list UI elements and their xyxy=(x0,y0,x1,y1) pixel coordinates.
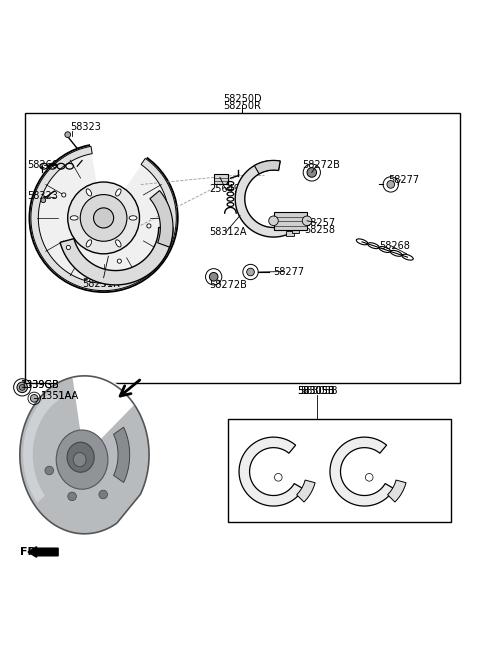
Circle shape xyxy=(17,382,27,392)
Polygon shape xyxy=(297,480,315,502)
Circle shape xyxy=(68,492,76,501)
Polygon shape xyxy=(114,427,130,482)
Polygon shape xyxy=(60,228,173,285)
Text: 58323: 58323 xyxy=(70,122,101,132)
Circle shape xyxy=(269,216,278,226)
Circle shape xyxy=(99,490,108,499)
Text: 1339GB: 1339GB xyxy=(21,380,60,390)
Bar xyxy=(228,419,451,522)
Ellipse shape xyxy=(56,430,108,489)
Ellipse shape xyxy=(73,453,86,466)
Circle shape xyxy=(117,259,121,263)
Polygon shape xyxy=(31,146,176,291)
Polygon shape xyxy=(254,161,280,174)
Ellipse shape xyxy=(129,216,137,220)
Bar xyxy=(274,212,307,230)
Ellipse shape xyxy=(67,442,94,472)
Circle shape xyxy=(29,144,178,292)
Text: 58250D: 58250D xyxy=(223,94,262,104)
Circle shape xyxy=(66,245,71,249)
Circle shape xyxy=(209,272,218,281)
Bar xyxy=(24,113,460,383)
Circle shape xyxy=(94,208,114,228)
Text: 58312A: 58312A xyxy=(209,227,246,237)
Circle shape xyxy=(19,384,25,390)
Text: 58250R: 58250R xyxy=(224,102,261,112)
Text: 1351AA: 1351AA xyxy=(41,391,80,401)
Circle shape xyxy=(247,268,254,276)
Circle shape xyxy=(45,466,54,475)
Polygon shape xyxy=(73,375,135,455)
Text: 58277: 58277 xyxy=(274,266,305,277)
Text: 58258: 58258 xyxy=(305,225,336,235)
Text: 58268: 58268 xyxy=(379,241,409,251)
Text: 58266: 58266 xyxy=(27,160,58,171)
Text: 25649: 25649 xyxy=(209,184,240,194)
Bar xyxy=(286,231,293,236)
Ellipse shape xyxy=(116,189,121,196)
Polygon shape xyxy=(330,437,394,506)
Ellipse shape xyxy=(86,189,92,196)
Circle shape xyxy=(68,182,140,254)
Circle shape xyxy=(65,132,71,138)
Text: 1351AA: 1351AA xyxy=(41,391,80,401)
Polygon shape xyxy=(150,191,173,247)
Text: 58305B: 58305B xyxy=(298,386,335,396)
Ellipse shape xyxy=(70,216,78,220)
Text: 58251L: 58251L xyxy=(82,272,119,281)
Text: 58272B: 58272B xyxy=(209,280,247,290)
Polygon shape xyxy=(239,437,303,506)
Circle shape xyxy=(30,394,38,402)
Text: 58251R: 58251R xyxy=(82,279,120,289)
Circle shape xyxy=(80,195,127,241)
Text: 58257: 58257 xyxy=(305,218,336,228)
Text: 1339GB: 1339GB xyxy=(21,380,60,390)
Bar xyxy=(292,227,300,233)
Polygon shape xyxy=(20,376,149,534)
Circle shape xyxy=(41,198,46,203)
Polygon shape xyxy=(23,390,59,503)
Text: 58305B: 58305B xyxy=(298,386,335,396)
Circle shape xyxy=(307,168,317,177)
FancyArrow shape xyxy=(28,546,58,557)
Circle shape xyxy=(147,224,151,228)
Polygon shape xyxy=(90,142,147,218)
Ellipse shape xyxy=(116,240,121,247)
Text: 58277: 58277 xyxy=(388,174,420,184)
Text: 58272B: 58272B xyxy=(302,160,340,171)
Ellipse shape xyxy=(86,240,92,247)
Polygon shape xyxy=(387,480,406,502)
Text: 58323: 58323 xyxy=(27,192,58,201)
Text: 58305B: 58305B xyxy=(300,386,337,396)
Circle shape xyxy=(387,180,395,188)
Text: FR.: FR. xyxy=(20,547,40,557)
Bar xyxy=(214,174,228,184)
Polygon shape xyxy=(235,161,298,237)
Circle shape xyxy=(302,216,312,226)
Circle shape xyxy=(62,193,66,197)
